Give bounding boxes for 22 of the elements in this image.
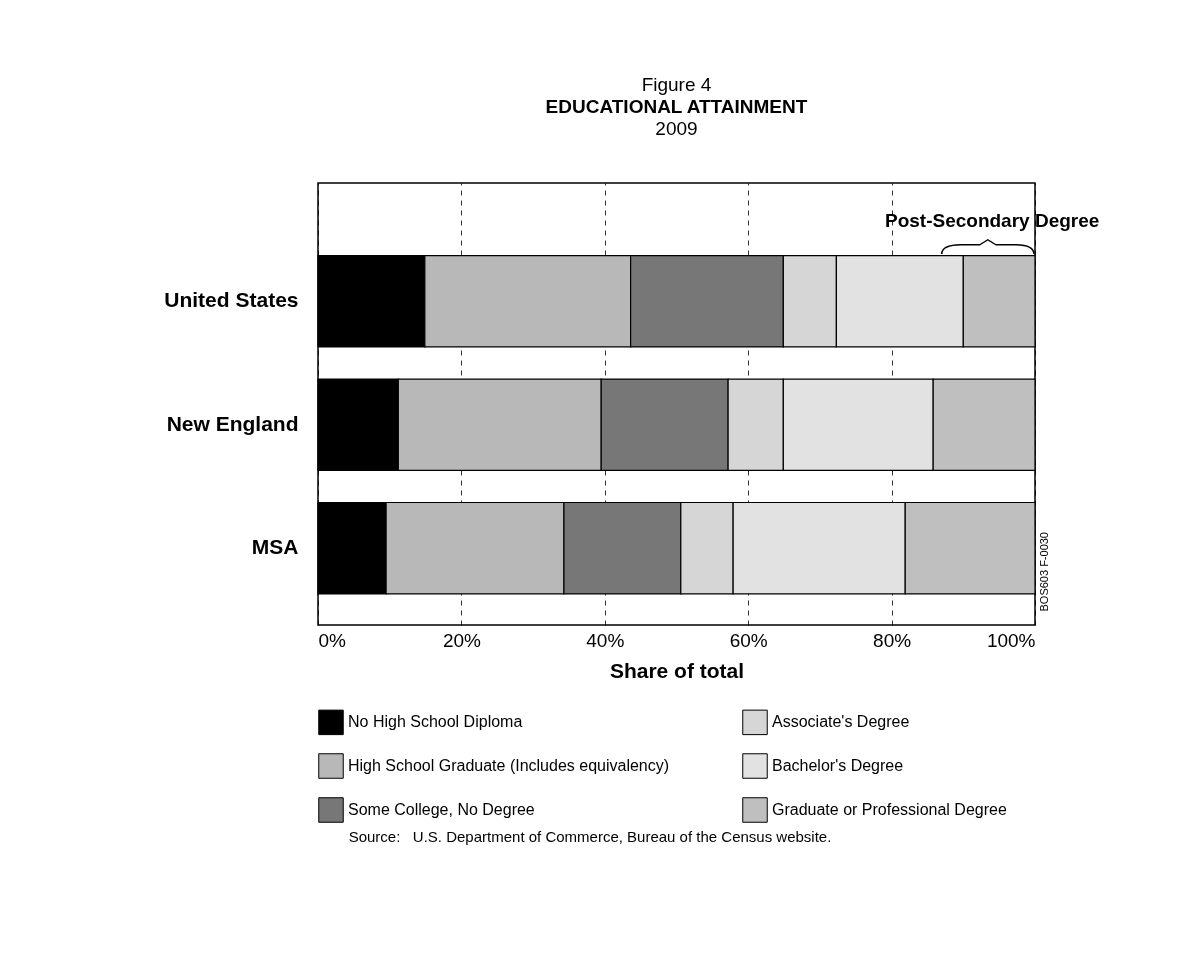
legend-label: Associate's Degree xyxy=(772,713,910,731)
x-axis-title: Share of total xyxy=(609,658,745,682)
legend-label: Some College, No Degree xyxy=(348,801,535,818)
legend-label: Graduate or Professional Degree xyxy=(772,801,1007,818)
legend-label: No High School Diploma xyxy=(348,713,523,731)
source-note: Source: U.S. Department of Commerce, Bureau of the Census website. xyxy=(347,828,833,845)
annotation: Post-Secondary Degree xyxy=(884,209,1100,232)
x-tick-label: 60% xyxy=(729,629,768,651)
legend-label: Bachelor's Degree xyxy=(772,757,904,774)
y-tick-label: New England xyxy=(166,411,299,435)
x-tick-label: 80% xyxy=(873,629,912,651)
legend-label: High School Graduate (Includes equivalency) xyxy=(348,757,670,774)
chart-title: EDUCATIONAL ATTAINMENT xyxy=(544,96,809,118)
text: BOS603 F-0030 xyxy=(1038,532,1050,612)
x-tick-label: 20% xyxy=(442,629,482,651)
y-tick-label: United States xyxy=(164,288,299,312)
x-tick-label: 100% xyxy=(986,629,1036,651)
x-tick-label: 40% xyxy=(586,629,625,651)
x-tick-label: 0% xyxy=(318,629,347,651)
y-tick-label: MSA xyxy=(251,535,299,559)
caption: Figure 4 xyxy=(640,74,713,96)
chart-subtitle: 2009 xyxy=(654,118,699,140)
